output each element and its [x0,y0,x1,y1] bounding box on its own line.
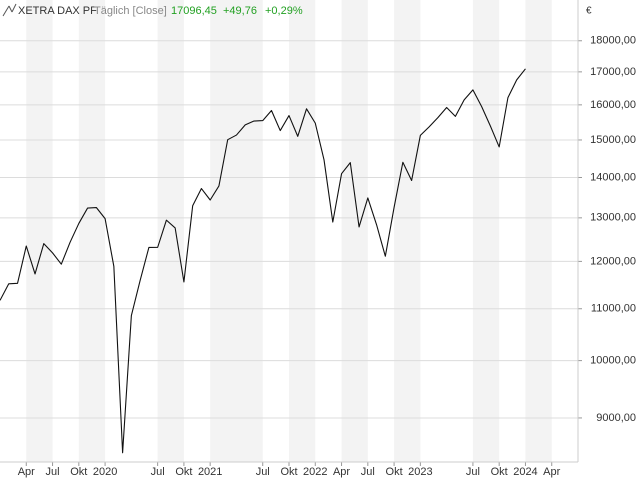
x-tick-label: Apr [543,466,560,478]
x-tick-label: 2024 [513,466,537,478]
x-tick-label: Okt [280,466,297,478]
x-tick-label: Okt [491,466,508,478]
price-line [0,68,526,454]
x-tick-label: Okt [175,466,192,478]
background-band [157,0,184,462]
y-tick-label: 10000,00 [590,355,636,367]
x-tick-label: 2023 [408,466,432,478]
x-tick-label: Jul [466,466,480,478]
x-tick-label: Okt [386,466,403,478]
last-value: 17096,45 [171,5,217,17]
y-tick-label: 18000,00 [590,35,636,47]
y-tick-label: 16000,00 [590,99,636,111]
x-tick-label: Jul [361,466,375,478]
change: +49,76 [223,5,257,17]
x-tick-label: 2020 [93,466,117,478]
y-tick-label: 11000,00 [591,303,636,315]
y-tick-label: 12000,00 [590,255,636,267]
x-tick-label: 2021 [198,466,222,478]
background-band [26,0,53,462]
y-tick-label: 14000,00 [590,171,636,183]
background-band [472,0,500,462]
x-tick-label: Okt [70,466,87,478]
x-tick-label: Apr [333,466,350,478]
y-unit: € [586,6,592,17]
background-band [78,0,106,462]
x-tick-label: Jul [46,466,60,478]
background-band [210,0,263,462]
chart-title: XETRA DAX PF [18,5,97,17]
y-tick-label: 17000,00 [590,66,636,78]
x-tick-label: Apr [18,466,35,478]
x-tick-label: Jul [151,466,165,478]
y-tick-label: 15000,00 [590,134,636,146]
background-band [341,0,368,462]
change-pct: +0,29% [265,5,303,17]
x-tick-label: 2022 [303,466,327,478]
y-tick-label: 9000,00 [596,412,636,424]
chart-subtitle: Täglich [Close] [94,5,167,17]
x-tick-label: Jul [256,466,270,478]
chart-icon [2,3,17,17]
background-band [289,0,316,462]
y-tick-label: 13000,00 [590,212,636,224]
background-band [525,0,552,462]
background-band [394,0,421,462]
